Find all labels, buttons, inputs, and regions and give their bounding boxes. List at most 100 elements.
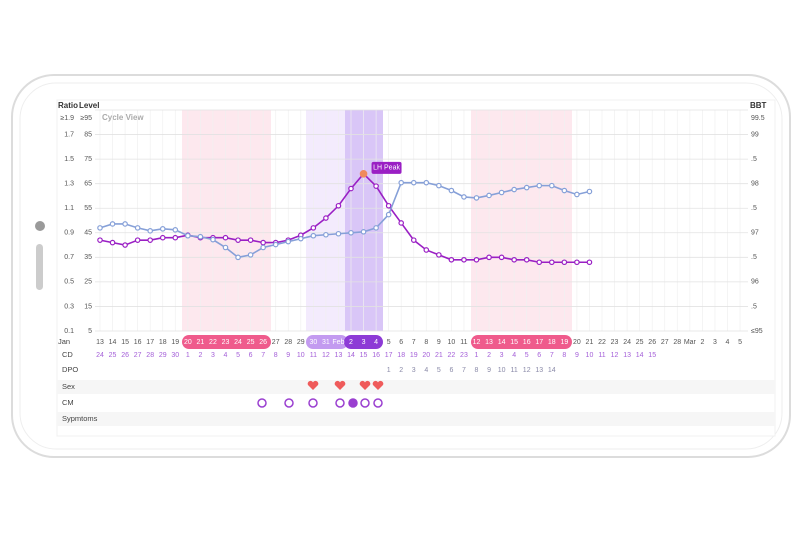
date-label: 13 [96,339,104,346]
data-point [122,221,128,227]
date-label: 7 [412,339,416,346]
date-label: 5 [387,339,391,346]
yticks-label: ≥95 [80,115,92,122]
date-label: 5 [738,339,742,346]
cd-value: 11 [310,352,317,359]
cd-value: 2 [487,352,491,359]
date-label: 18 [159,339,167,346]
date-label: 17 [535,339,543,346]
data-point [272,241,279,248]
data-point [523,184,530,191]
data-point [448,187,455,194]
cd-value: 8 [274,352,278,359]
data-point [373,183,379,189]
date-label: 28 [673,339,681,346]
cm-icons [257,398,383,408]
date-label: 12 [473,339,481,346]
cd-value: 12 [611,352,619,359]
yticks-label: 75 [84,156,92,163]
y3ticks-label: 0.1 [64,328,74,335]
date-label: 30 [309,339,317,346]
fertile-pill [306,335,348,349]
data-point [398,220,405,226]
y3ticks-label: 0.3 [64,303,74,310]
date-label: 20 [573,339,581,346]
data-point [235,254,241,261]
yticks-label: 45 [84,230,92,237]
y2ticks-label: .5 [751,205,757,212]
yticks-label: 65 [84,181,92,188]
peak-pill [344,335,383,349]
cd-value: 4 [512,352,516,359]
dpo-value: 6 [449,367,453,374]
dpo-value: 8 [475,367,479,374]
y2ticks-label: ≤95 [751,328,763,335]
y3ticks-label: 1.3 [64,181,74,188]
cd-value: 28 [146,352,154,359]
cd-value: 26 [121,352,129,359]
date-label: 3 [713,339,717,346]
dpo-value: 10 [498,367,506,374]
cd-value: 3 [211,352,215,359]
cm-icon [348,398,358,408]
cd-value: 5 [525,352,529,359]
date-label: 23 [222,339,230,346]
data-point [147,228,154,234]
data-point [247,237,254,243]
cd-value: 5 [236,352,240,359]
y2ticks-label: .5 [751,156,757,163]
data-point [122,242,128,248]
data-point [436,182,442,189]
cd-value: 1 [186,352,190,359]
cd-value: 6 [537,352,541,359]
cd-value: 13 [623,352,631,359]
dpo-value: 1 [387,367,391,374]
y3ticks-label: ≥1.9 [60,115,74,122]
data-point [235,237,241,243]
date-label: 3 [362,339,366,346]
data-point [147,237,154,243]
data-point [385,211,392,218]
y2ticks-label: 99.5 [751,115,765,122]
yticks-label: 5 [88,328,92,335]
date-label: 18 [548,339,556,346]
data-point [172,234,179,241]
date-label: 16 [523,339,531,346]
date-label: 22 [598,339,606,346]
data-point [561,259,568,266]
cm-icon [373,398,383,408]
heart-icon [372,380,384,390]
cd-value: 12 [322,352,330,359]
data-point [548,182,555,189]
data-point [436,252,442,258]
cd-value: 1 [475,352,479,359]
y2ticks-label: 99 [751,131,759,138]
data-point [260,244,266,251]
data-point [398,179,405,186]
data-point [498,189,505,196]
date-label: 25 [247,339,255,346]
data-point [97,237,103,243]
row-label: CM [62,398,74,407]
dpo-value: 5 [437,367,441,374]
date-label: 17 [146,339,154,346]
data-point [109,221,116,227]
data-point [574,259,580,266]
heart-icon [359,380,371,390]
period-band [471,110,572,331]
y3ticks-label: 0.7 [64,254,74,261]
date-label: 10 [448,339,456,346]
date-label: 15 [121,339,129,346]
data-point [410,237,417,243]
data-point [260,239,266,246]
series-line [99,181,590,259]
date-label: 9 [437,339,441,346]
data-point [185,232,191,239]
data-point [423,179,430,186]
cd-value: 9 [286,352,290,359]
date-label: 19 [560,339,568,346]
cm-icon [308,398,318,408]
data-point [348,185,354,192]
data-point [134,237,141,243]
cd-value: 19 [410,352,418,359]
